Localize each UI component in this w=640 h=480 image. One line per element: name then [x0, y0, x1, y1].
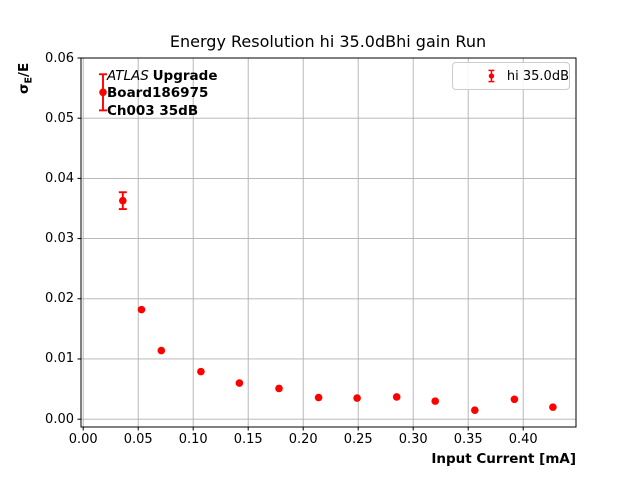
data-point [471, 406, 479, 414]
y-tick-label: 0.04 [45, 170, 74, 186]
annotation-line-channel: Ch003 35dB [107, 102, 199, 119]
annotation-block: ATLAS Upgrade Board186975 Ch003 35dB [107, 68, 217, 120]
annotation-upgrade: Upgrade [152, 68, 218, 84]
annotation-line-experiment: ATLAS Upgrade [107, 68, 217, 85]
ylabel-subscript: E [23, 76, 35, 84]
x-tick-label: 0.40 [508, 432, 538, 447]
data-point [275, 384, 283, 393]
y-axis-label: σE/E [16, 63, 35, 94]
x-tick-label: 0.20 [288, 432, 318, 447]
data-point [510, 395, 519, 404]
data-point [235, 379, 244, 387]
x-tick-label: 0.25 [343, 432, 373, 447]
ylabel-sigma: σ [16, 83, 32, 94]
y-tick-label: 0.02 [45, 291, 74, 307]
x-tick-label: 0.30 [398, 432, 428, 447]
chart-title: Energy Resolution hi 35.0dBhi gain Run [169, 32, 487, 51]
x-tick-label: 0.35 [453, 432, 483, 447]
y-tick-label: 0.03 [45, 231, 74, 247]
data-point [119, 196, 127, 205]
annotation-atlas: ATLAS [107, 68, 149, 84]
y-tick-label: 0.06 [45, 50, 74, 66]
y-tick-label: 0.05 [45, 110, 74, 126]
y-tick-label: 0.00 [45, 411, 74, 427]
annotation-line-board: Board186975 [107, 85, 209, 102]
data-point [157, 346, 166, 355]
x-tick-label: 0.05 [123, 432, 153, 447]
data-point [431, 397, 440, 405]
data-point [314, 393, 323, 402]
data-point [99, 88, 107, 97]
axes-spines [80, 57, 577, 428]
data-point [197, 367, 205, 376]
data-point [549, 403, 557, 411]
x-tick-label: 0.10 [178, 432, 208, 447]
data-point [392, 393, 401, 401]
legend: hi 35.0dB [452, 62, 570, 90]
y-tick-label: 0.01 [45, 351, 74, 367]
red-errorbar-icon [488, 69, 495, 83]
x-tick-label: 0.15 [233, 432, 263, 447]
x-tick-label: 0.00 [68, 432, 98, 447]
x-axis-label: Input Current [mA] [431, 451, 576, 467]
data-point [353, 394, 361, 402]
data-point [137, 305, 146, 314]
legend-series-label: hi 35.0dB [506, 68, 569, 84]
